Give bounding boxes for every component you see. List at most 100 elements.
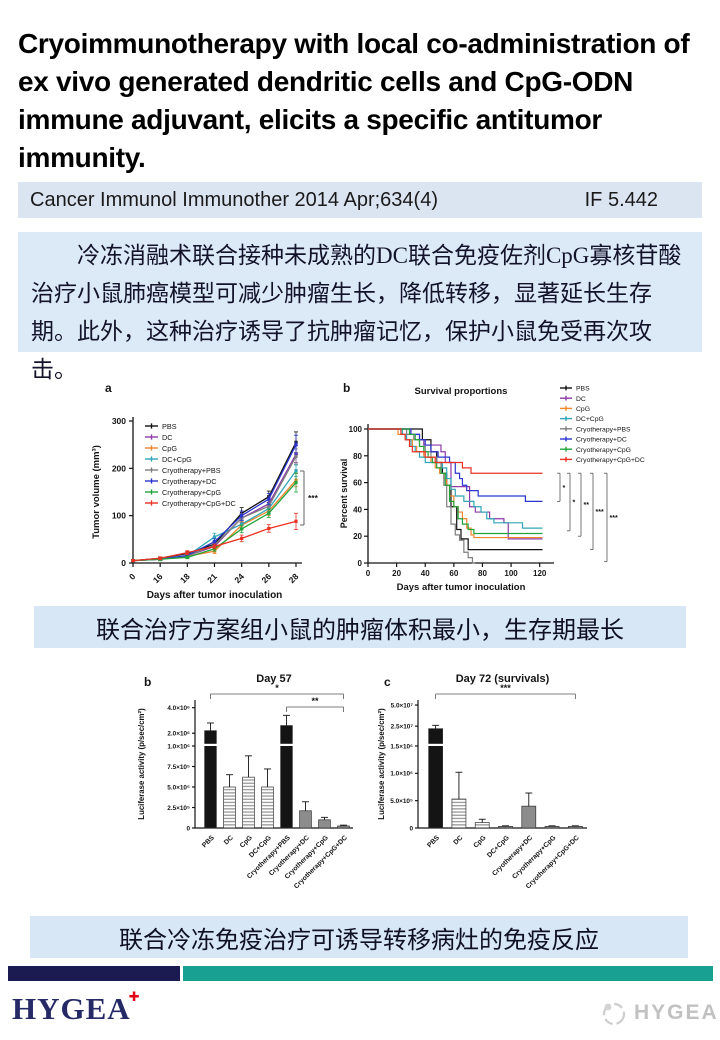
svg-text:Survival proportions: Survival proportions	[415, 386, 508, 397]
divider-navy-segment	[8, 966, 180, 981]
figure-row-luciferase: 0 2.5×10⁵ 5.0×10⁵ 7.5×10⁵ 1.0×10⁶ 2.0×10⁶ 4.0×…	[128, 660, 608, 912]
series-Cryotherapy+CpG+DC	[131, 512, 298, 563]
svg-text:CpG: CpG	[162, 444, 177, 453]
bar-Cryotherapy+CpG	[544, 826, 560, 829]
svg-text:b: b	[343, 381, 350, 395]
svg-text:21: 21	[205, 571, 219, 585]
svg-text:1.0×10⁶: 1.0×10⁶	[390, 771, 413, 778]
svg-text:DC: DC	[452, 834, 464, 846]
caption-bar-immune: 联合冷冻免疫治疗可诱导转移病灶的免疫反应	[30, 916, 688, 958]
svg-text:Luciferase activity (p/sec/cm²: Luciferase activity (p/sec/cm²)	[137, 708, 146, 820]
caption-tumor-text: 联合治疗方案组小鼠的肿瘤体积最小，生存期最长	[96, 617, 624, 644]
svg-text:Cryotherapy+PBS: Cryotherapy+PBS	[576, 426, 631, 433]
svg-text:0: 0	[127, 571, 138, 582]
impact-factor: IF 5.442	[584, 188, 658, 211]
svg-text:***: ***	[610, 515, 618, 522]
svg-text:80: 80	[478, 569, 487, 578]
svg-text:40: 40	[421, 569, 430, 578]
day72-bar-chart: 0 5.0×10⁵ 1.0×10⁶ 1.5×10⁶ 2.5×10⁷ 5.0×10⁷ Luci…	[377, 673, 587, 890]
svg-text:80: 80	[353, 452, 362, 461]
svg-text:PBS: PBS	[201, 834, 216, 849]
svg-text:0: 0	[409, 825, 413, 832]
bar-PBS	[428, 728, 443, 829]
caption-bar-tumor: 联合治疗方案组小鼠的肿瘤体积最小，生存期最长	[34, 606, 686, 648]
svg-text:Days after tumor inoculation: Days after tumor inoculation	[397, 582, 526, 593]
series-Cryotherapy+CpG+DC	[368, 428, 543, 474]
svg-text:Days after tumor inoculation: Days after tumor inoculation	[147, 590, 283, 601]
svg-text:0: 0	[358, 559, 363, 568]
series-CpG	[368, 428, 543, 539]
axes: 0 5.0×10⁵ 1.0×10⁶ 1.5×10⁶ 2.5×10⁷ 5.0×10⁷	[390, 700, 587, 832]
bar-Cryotherapy+CpG+DC	[337, 825, 350, 829]
svg-text:18: 18	[178, 571, 192, 585]
svg-text:DC: DC	[162, 433, 173, 442]
bar-DC	[223, 786, 236, 829]
svg-text:PBS: PBS	[426, 834, 441, 849]
svg-text:20: 20	[392, 569, 401, 578]
svg-text:28: 28	[287, 571, 301, 585]
bar-DC+CpG	[498, 826, 513, 829]
bar-Cryotherapy+PBS	[280, 725, 293, 829]
svg-text:300: 300	[112, 416, 126, 426]
svg-text:DC+CpG: DC+CpG	[162, 455, 192, 464]
significance: ***	[435, 683, 576, 699]
svg-text:CpG: CpG	[576, 406, 590, 413]
svg-text:*: *	[573, 500, 576, 507]
svg-text:*: *	[563, 485, 566, 492]
bar-Cryotherapy+DC	[299, 810, 312, 829]
svg-text:DC: DC	[223, 834, 235, 846]
axes: 0 20 40 60 80 100 0 20 40 60 80 100 120	[349, 424, 554, 578]
axes: 0 100 200 300 0 16 18 21 24 26 28	[112, 416, 302, 585]
svg-text:DC+CpG: DC+CpG	[576, 416, 604, 423]
svg-text:Cryotherapy+CpG: Cryotherapy+CpG	[511, 834, 557, 880]
significance: ***	[300, 470, 319, 526]
bar-Cryotherapy+DC	[521, 805, 537, 829]
caption-immune-text: 联合冷冻免疫治疗可诱导转移病灶的免疫反应	[119, 927, 599, 954]
svg-text:200: 200	[112, 463, 126, 473]
svg-text:Cryotherapy+CpG: Cryotherapy+CpG	[162, 488, 221, 497]
svg-text:**: **	[584, 502, 590, 509]
svg-text:Cryotherapy+CpG+DC: Cryotherapy+CpG+DC	[576, 457, 645, 464]
svg-text:PBS: PBS	[576, 386, 590, 393]
series-DC+CpG	[368, 428, 543, 529]
hygea-logo: HYGEA✚	[12, 990, 141, 1027]
significance: ** ********	[557, 472, 618, 563]
bar-Cryotherapy+CpG+DC	[568, 826, 583, 829]
svg-text:*: *	[275, 683, 279, 693]
svg-text:b: b	[144, 675, 151, 689]
svg-text:Luciferase activity (p/sec/cm²: Luciferase activity (p/sec/cm²)	[377, 708, 386, 820]
significance: **	[286, 696, 344, 712]
svg-text:1.0×10⁶: 1.0×10⁶	[167, 743, 190, 750]
svg-text:26: 26	[259, 571, 273, 585]
svg-text:c: c	[384, 675, 391, 689]
svg-text:7.5×10⁵: 7.5×10⁵	[167, 764, 190, 771]
bar-DC+CpG	[261, 786, 274, 829]
svg-text:120: 120	[533, 569, 547, 578]
svg-text:Tumor volume (mm³): Tumor volume (mm³)	[91, 445, 102, 539]
svg-text:Cryotherapy+PBS: Cryotherapy+PBS	[162, 466, 221, 475]
svg-text:24: 24	[232, 571, 246, 585]
svg-text:100: 100	[112, 511, 126, 521]
svg-text:Cryotherapy+DC: Cryotherapy+DC	[491, 834, 534, 877]
svg-text:***: ***	[500, 683, 511, 693]
bar-DC	[451, 798, 467, 829]
svg-text:4.0×10⁶: 4.0×10⁶	[167, 705, 190, 712]
svg-text:100: 100	[349, 425, 363, 434]
tumor-volume-chart: 0 100 200 300 0 16 18 21 24 26 28 Tumor volume (mm³…	[91, 381, 319, 601]
watermark: HYGEA	[598, 998, 719, 1028]
divider-teal-segment	[183, 966, 713, 981]
bar-CpG	[474, 822, 490, 829]
svg-text:DC: DC	[576, 396, 586, 403]
svg-text:5.0×10⁵: 5.0×10⁵	[390, 798, 413, 805]
svg-text:***: ***	[596, 509, 604, 516]
svg-text:2.0×10⁶: 2.0×10⁶	[167, 731, 190, 738]
svg-text:Day 72 (survivals): Day 72 (survivals)	[456, 673, 550, 685]
svg-text:Cryotherapy+DC: Cryotherapy+DC	[162, 477, 217, 486]
journal-bar: Cancer Immunol Immunother 2014 Apr;634(4…	[18, 182, 702, 218]
paper-title: Cryoimmunotherapy with local co-administ…	[18, 27, 690, 173]
svg-text:5.0×10⁵: 5.0×10⁵	[167, 784, 190, 791]
day57-bar-chart: 0 2.5×10⁵ 5.0×10⁵ 7.5×10⁵ 1.0×10⁶ 2.0×10⁶ 4.0×…	[137, 673, 353, 890]
svg-text:16: 16	[151, 571, 165, 585]
legend: PBS DC CpG DC+CpG Cryotherapy+PBS Cryotherapy…	[145, 422, 236, 508]
